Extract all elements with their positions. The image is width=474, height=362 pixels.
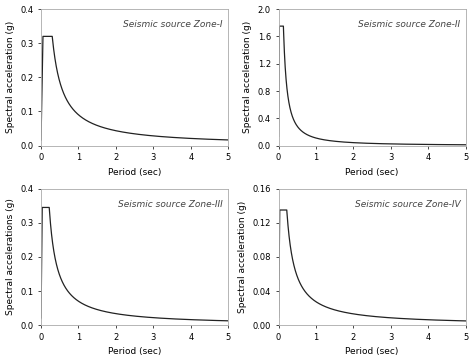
X-axis label: Period (sec): Period (sec) (346, 348, 399, 357)
X-axis label: Period (sec): Period (sec) (108, 168, 161, 177)
X-axis label: Period (sec): Period (sec) (346, 168, 399, 177)
Text: Seismic source Zone-IV: Seismic source Zone-IV (355, 199, 460, 209)
X-axis label: Period (sec): Period (sec) (108, 348, 161, 357)
Text: Seismic source Zone-II: Seismic source Zone-II (358, 20, 460, 29)
Y-axis label: Spectral acceleration (g): Spectral acceleration (g) (238, 201, 247, 313)
Text: Seismic source Zone-III: Seismic source Zone-III (118, 199, 223, 209)
Y-axis label: Spectral accelerations (g): Spectral accelerations (g) (6, 198, 15, 315)
Y-axis label: Spectral acceleration (g): Spectral acceleration (g) (243, 21, 252, 134)
Text: Seismic source Zone-I: Seismic source Zone-I (123, 20, 223, 29)
Y-axis label: Spectral acceleration (g): Spectral acceleration (g) (6, 21, 15, 134)
